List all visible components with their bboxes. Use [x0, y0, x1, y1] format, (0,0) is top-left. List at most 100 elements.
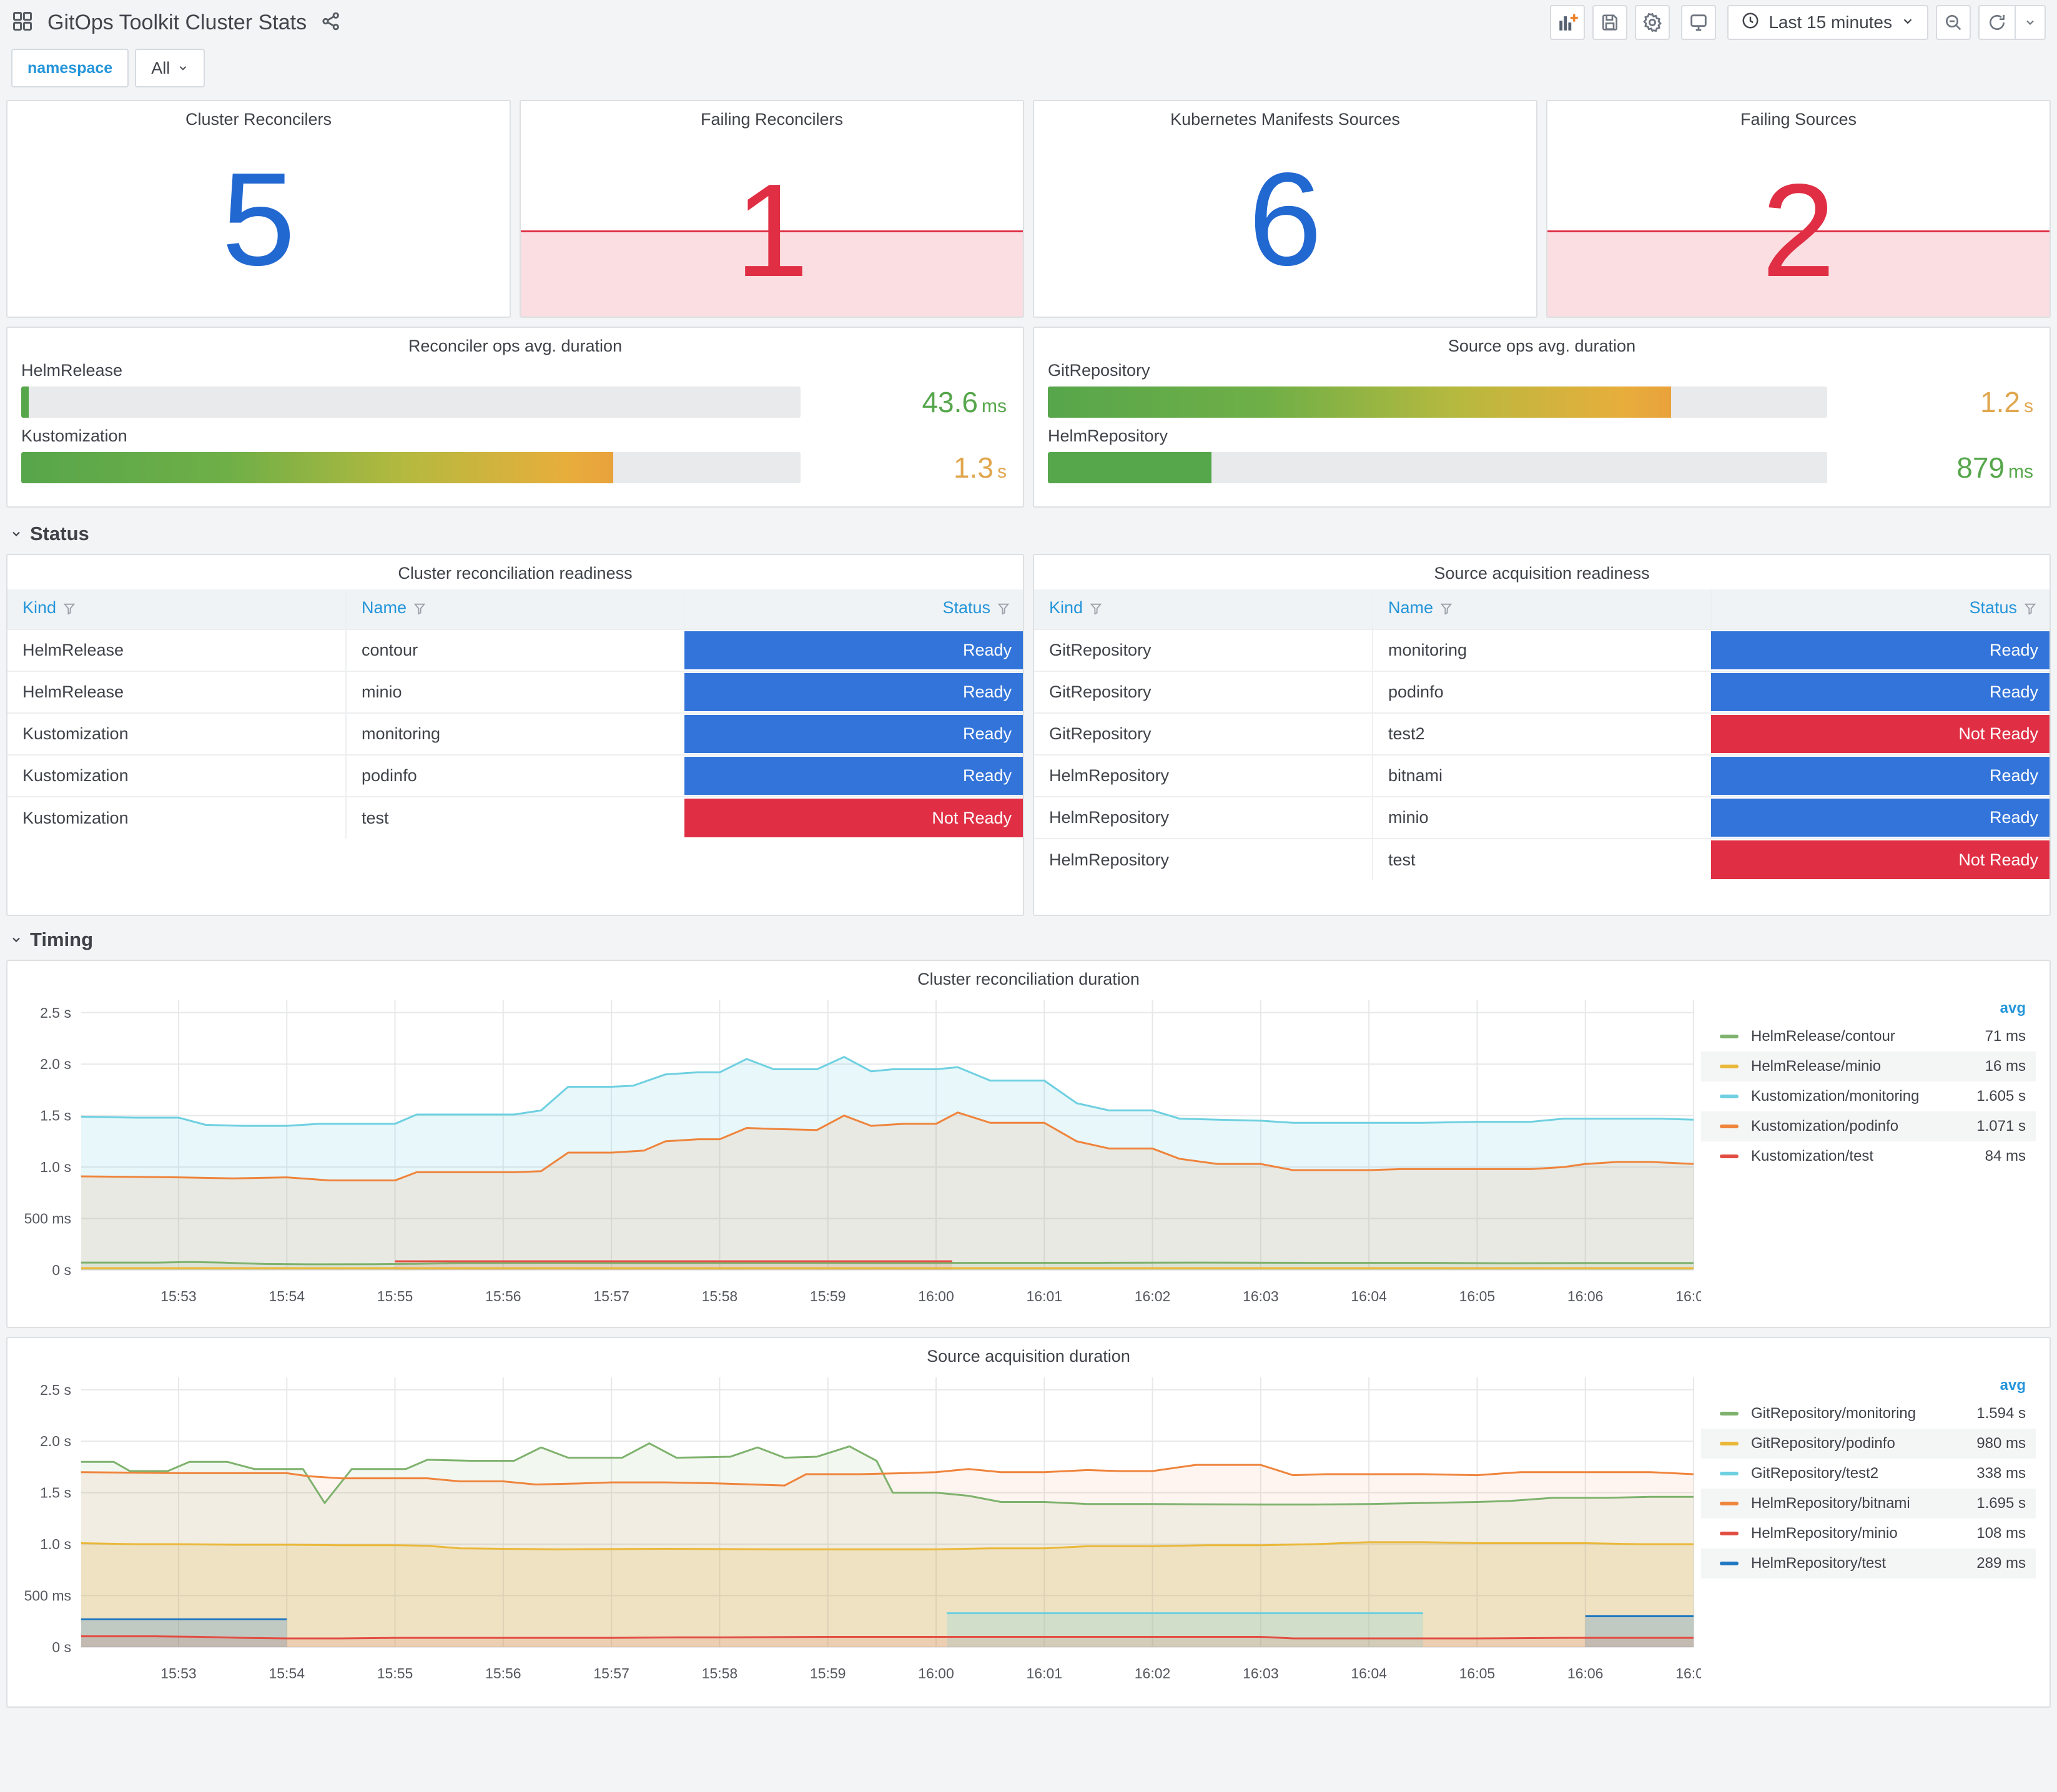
table-row: HelmRepository minio Ready: [1034, 796, 2050, 839]
cell-status: Ready: [684, 671, 1023, 713]
refresh-interval-dropdown[interactable]: [2016, 5, 2046, 40]
legend-item[interactable]: Kustomization/podinfo 1.071 s: [1701, 1111, 2036, 1141]
svg-text:15:54: 15:54: [269, 1665, 305, 1681]
table-row: GitRepository podinfo Ready: [1034, 671, 2050, 713]
column-header-name[interactable]: Name: [345, 589, 684, 629]
panel-title[interactable]: Cluster reconciliation duration: [917, 970, 1140, 988]
series-color-swatch: [1720, 1472, 1739, 1475]
series-name: Kustomization/test: [1751, 1148, 1874, 1164]
filter-icon[interactable]: [1089, 601, 1103, 619]
bar-gauge-label: HelmRelease: [21, 361, 123, 380]
series-avg-value: 1.695 s: [1976, 1495, 2026, 1512]
series-avg-value: 16 ms: [1985, 1058, 2026, 1075]
legend-item[interactable]: GitRepository/podinfo 980 ms: [1701, 1429, 2036, 1459]
cell-status: Ready: [1711, 671, 2050, 713]
svg-text:15:54: 15:54: [269, 1288, 305, 1304]
svg-text:15:58: 15:58: [702, 1288, 738, 1304]
dashboard-title: GitOps Toolkit Cluster Stats: [47, 10, 307, 34]
chevron-down-icon: [177, 59, 189, 78]
panel-title[interactable]: Failing Sources: [1740, 110, 1857, 129]
panel-title[interactable]: Source acquisition duration: [927, 1347, 1130, 1366]
add-panel-button[interactable]: [1550, 5, 1586, 40]
svg-text:16:05: 16:05: [1459, 1665, 1496, 1681]
svg-text:16:03: 16:03: [1243, 1665, 1279, 1681]
apps-grid-icon[interactable]: [11, 10, 34, 36]
save-dashboard-button[interactable]: [1592, 5, 1628, 40]
svg-text:500 ms: 500 ms: [24, 1211, 71, 1227]
filter-icon[interactable]: [1439, 601, 1453, 619]
panel-title[interactable]: Reconciler ops avg. duration: [408, 337, 623, 355]
cell-kind: Kustomization: [7, 796, 346, 839]
panel-title[interactable]: Source ops avg. duration: [1448, 337, 1636, 355]
cell-status: Ready: [1711, 754, 2050, 797]
column-header-status[interactable]: Status: [1710, 589, 2050, 629]
dashboard-page: GitOps Toolkit Cluster Stats La: [6, 5, 2051, 1708]
cell-name: monitoring: [345, 712, 684, 755]
dashboard-toolbar: Last 15 minutes: [1550, 5, 2046, 40]
status-badge: Ready: [1711, 799, 2050, 837]
refresh-button[interactable]: [1978, 5, 2016, 40]
cell-name: podinfo: [1372, 671, 1711, 713]
legend-item[interactable]: HelmRelease/minio 16 ms: [1701, 1051, 2036, 1081]
cell-kind: GitRepository: [1034, 629, 1373, 671]
time-series-plot[interactable]: 0 s 500 ms 1.0 s 1.5 s 2.0 s 2.5 s 15:53 15:54 1…: [7, 992, 1701, 1316]
time-series-plot[interactable]: 0 s 500 ms 1.0 s 1.5 s 2.0 s 2.5 s 15:53 15:54 1…: [7, 1369, 1701, 1693]
svg-text:2.5 s: 2.5 s: [40, 1382, 71, 1398]
legend-item[interactable]: Kustomization/test 84 ms: [1701, 1141, 2036, 1171]
tv-mode-button[interactable]: [1681, 5, 1717, 40]
column-header-kind[interactable]: Kind: [1034, 589, 1373, 629]
legend-item[interactable]: GitRepository/test2 338 ms: [1701, 1459, 2036, 1489]
legend-item[interactable]: HelmRepository/bitnami 1.695 s: [1701, 1489, 2036, 1519]
time-range-picker[interactable]: Last 15 minutes: [1727, 5, 1928, 40]
svg-text:2.5 s: 2.5 s: [40, 1005, 71, 1021]
table-row: Kustomization monitoring Ready: [7, 712, 1023, 755]
legend-item[interactable]: GitRepository/monitoring 1.594 s: [1701, 1399, 2036, 1429]
panel-title[interactable]: Source acquisition readiness: [1434, 564, 1650, 583]
series-avg-value: 1.071 s: [1976, 1118, 2026, 1135]
column-header-kind[interactable]: Kind: [7, 589, 346, 629]
panel-title[interactable]: Kubernetes Manifests Sources: [1170, 110, 1400, 129]
bar-gauge-track: [1048, 386, 1827, 418]
section-header-status[interactable]: Status: [6, 514, 2051, 554]
table-row: HelmRelease minio Ready: [7, 671, 1023, 713]
series-name: HelmRepository/bitnami: [1751, 1495, 1910, 1512]
share-icon[interactable]: [320, 11, 342, 35]
series-color-swatch: [1720, 1412, 1739, 1415]
legend-item[interactable]: HelmRepository/test 289 ms: [1701, 1548, 2036, 1578]
cell-name: test: [345, 796, 684, 839]
cell-kind: GitRepository: [1034, 712, 1373, 755]
column-header-status[interactable]: Status: [684, 589, 1023, 629]
svg-text:2.0 s: 2.0 s: [40, 1056, 71, 1072]
namespace-value-dropdown[interactable]: All: [135, 49, 205, 87]
section-header-timing[interactable]: Timing: [6, 920, 2051, 960]
cell-name: monitoring: [1372, 629, 1711, 671]
panel-title[interactable]: Cluster Reconcilers: [185, 110, 332, 129]
filter-icon[interactable]: [997, 601, 1010, 619]
cell-kind: Kustomization: [7, 712, 346, 755]
namespace-variable-label[interactable]: namespace: [11, 49, 129, 87]
filter-icon[interactable]: [413, 601, 427, 619]
legend-item[interactable]: Kustomization/monitoring 1.605 s: [1701, 1081, 2036, 1111]
filter-icon[interactable]: [62, 601, 76, 619]
panel-title[interactable]: Failing Reconcilers: [700, 110, 844, 129]
panel-title[interactable]: Cluster reconciliation readiness: [398, 564, 633, 583]
legend-avg-header[interactable]: avg: [2000, 1000, 2026, 1017]
template-variables-row: namespace All: [6, 39, 2051, 100]
column-header-name[interactable]: Name: [1372, 589, 1711, 629]
table-row: GitRepository monitoring Ready: [1034, 629, 2050, 671]
cell-kind: HelmRelease: [7, 629, 346, 671]
stat-panel-cluster-reconcilers: Cluster Reconcilers 5: [6, 100, 511, 318]
settings-button[interactable]: [1635, 5, 1670, 40]
legend-item[interactable]: HelmRelease/contour 71 ms: [1701, 1022, 2036, 1051]
legend-item[interactable]: HelmRepository/minio 108 ms: [1701, 1519, 2036, 1548]
legend-avg-header[interactable]: avg: [2000, 1377, 2026, 1394]
filter-icon[interactable]: [2023, 601, 2037, 619]
status-badge: Ready: [684, 715, 1023, 753]
gauge-panel-reconciler-ops: Reconciler ops avg. duration HelmRelease…: [6, 327, 1024, 508]
series-avg-value: 108 ms: [1976, 1525, 2026, 1542]
status-badge: Ready: [684, 673, 1023, 711]
cell-status: Ready: [684, 712, 1023, 755]
zoom-out-button[interactable]: [1936, 5, 1971, 40]
series-color-swatch: [1720, 1502, 1739, 1505]
svg-text:500 ms: 500 ms: [24, 1588, 71, 1604]
